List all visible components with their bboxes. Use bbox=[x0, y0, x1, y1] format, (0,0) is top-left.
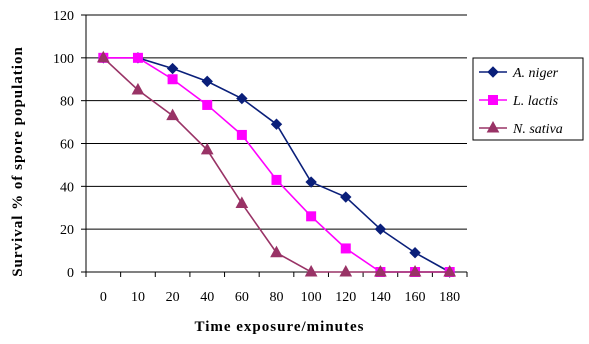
legend-label-l-lactis: L. lactis bbox=[512, 94, 559, 109]
y-tick-labels: 0 20 40 60 80 100 120 bbox=[53, 9, 74, 281]
point-a-niger-20 bbox=[166, 62, 179, 75]
point-a-niger-60 bbox=[236, 92, 248, 105]
legend-marker-a-niger bbox=[487, 66, 499, 78]
y-tick-label-120: 120 bbox=[53, 9, 74, 24]
point-n-sativa-20 bbox=[166, 108, 179, 121]
x-tick-label-140: 140 bbox=[370, 290, 391, 305]
point-n-sativa-80 bbox=[270, 245, 283, 258]
point-a-niger-40 bbox=[201, 75, 213, 88]
legend: A. niger L. lactis N. sativa bbox=[472, 57, 584, 141]
legend-label-a-niger: A. niger bbox=[512, 66, 559, 81]
x-tick-label-100: 100 bbox=[301, 290, 322, 305]
y-tick-label-100: 100 bbox=[53, 52, 74, 67]
series-line-a-niger bbox=[103, 57, 451, 273]
x-tick-label-60: 60 bbox=[235, 290, 249, 305]
point-n-sativa-10 bbox=[131, 82, 145, 95]
point-n-sativa-120 bbox=[339, 264, 353, 277]
point-l-lactis-100 bbox=[306, 211, 317, 222]
y-tick-label-0: 0 bbox=[67, 266, 74, 281]
series-n-sativa bbox=[96, 50, 457, 277]
point-a-niger-120 bbox=[340, 191, 352, 203]
point-n-sativa-180 bbox=[443, 264, 457, 277]
point-a-niger-80 bbox=[270, 118, 283, 130]
series-a-niger bbox=[97, 52, 456, 278]
y-tick-label-80: 80 bbox=[60, 95, 74, 110]
x-tick-label-0: 0 bbox=[100, 290, 107, 305]
y-tick-label-60: 60 bbox=[60, 138, 74, 153]
series-group bbox=[96, 50, 457, 278]
point-l-lactis-80 bbox=[271, 174, 282, 185]
point-n-sativa-60 bbox=[235, 196, 249, 208]
x-tick-label-40: 40 bbox=[200, 290, 214, 305]
point-n-sativa-160 bbox=[408, 264, 422, 277]
x-tick-labels: 0 10 20 40 60 80 100 120 140 160 180 bbox=[100, 290, 460, 305]
point-l-lactis-40 bbox=[202, 99, 213, 110]
point-n-sativa-140 bbox=[374, 264, 387, 277]
x-tick-label-80: 80 bbox=[270, 290, 284, 305]
point-n-sativa-100 bbox=[304, 264, 318, 277]
series-line-l-lactis bbox=[103, 57, 450, 273]
legend-marker-n-sativa bbox=[486, 120, 500, 133]
y-axis-title: Survival % of spore population bbox=[10, 46, 26, 277]
point-n-sativa-40 bbox=[200, 142, 214, 155]
legend-label-n-sativa: N. sativa bbox=[512, 122, 563, 137]
x-tick-label-160: 160 bbox=[405, 290, 426, 305]
point-n-sativa-0 bbox=[96, 50, 110, 63]
y-tick-label-40: 40 bbox=[60, 180, 74, 195]
point-a-niger-160 bbox=[409, 247, 421, 259]
legend-marker-l-lactis bbox=[488, 95, 498, 105]
y-tick-label-20: 20 bbox=[60, 223, 74, 238]
gridlines bbox=[86, 14, 467, 230]
x-tick-label-180: 180 bbox=[439, 290, 460, 305]
point-l-lactis-60 bbox=[236, 129, 247, 140]
x-tick-label-120: 120 bbox=[335, 290, 356, 305]
x-axis-title: Time exposure/minutes bbox=[194, 319, 364, 335]
x-tick-label-10: 10 bbox=[131, 290, 145, 305]
series-line-n-sativa bbox=[102, 57, 450, 273]
point-l-lactis-120 bbox=[340, 243, 351, 254]
point-l-lactis-10 bbox=[132, 52, 143, 63]
point-a-niger-140 bbox=[374, 223, 387, 235]
point-l-lactis-20 bbox=[167, 74, 178, 85]
point-a-niger-100 bbox=[305, 176, 317, 188]
x-tick-label-20: 20 bbox=[166, 290, 180, 305]
